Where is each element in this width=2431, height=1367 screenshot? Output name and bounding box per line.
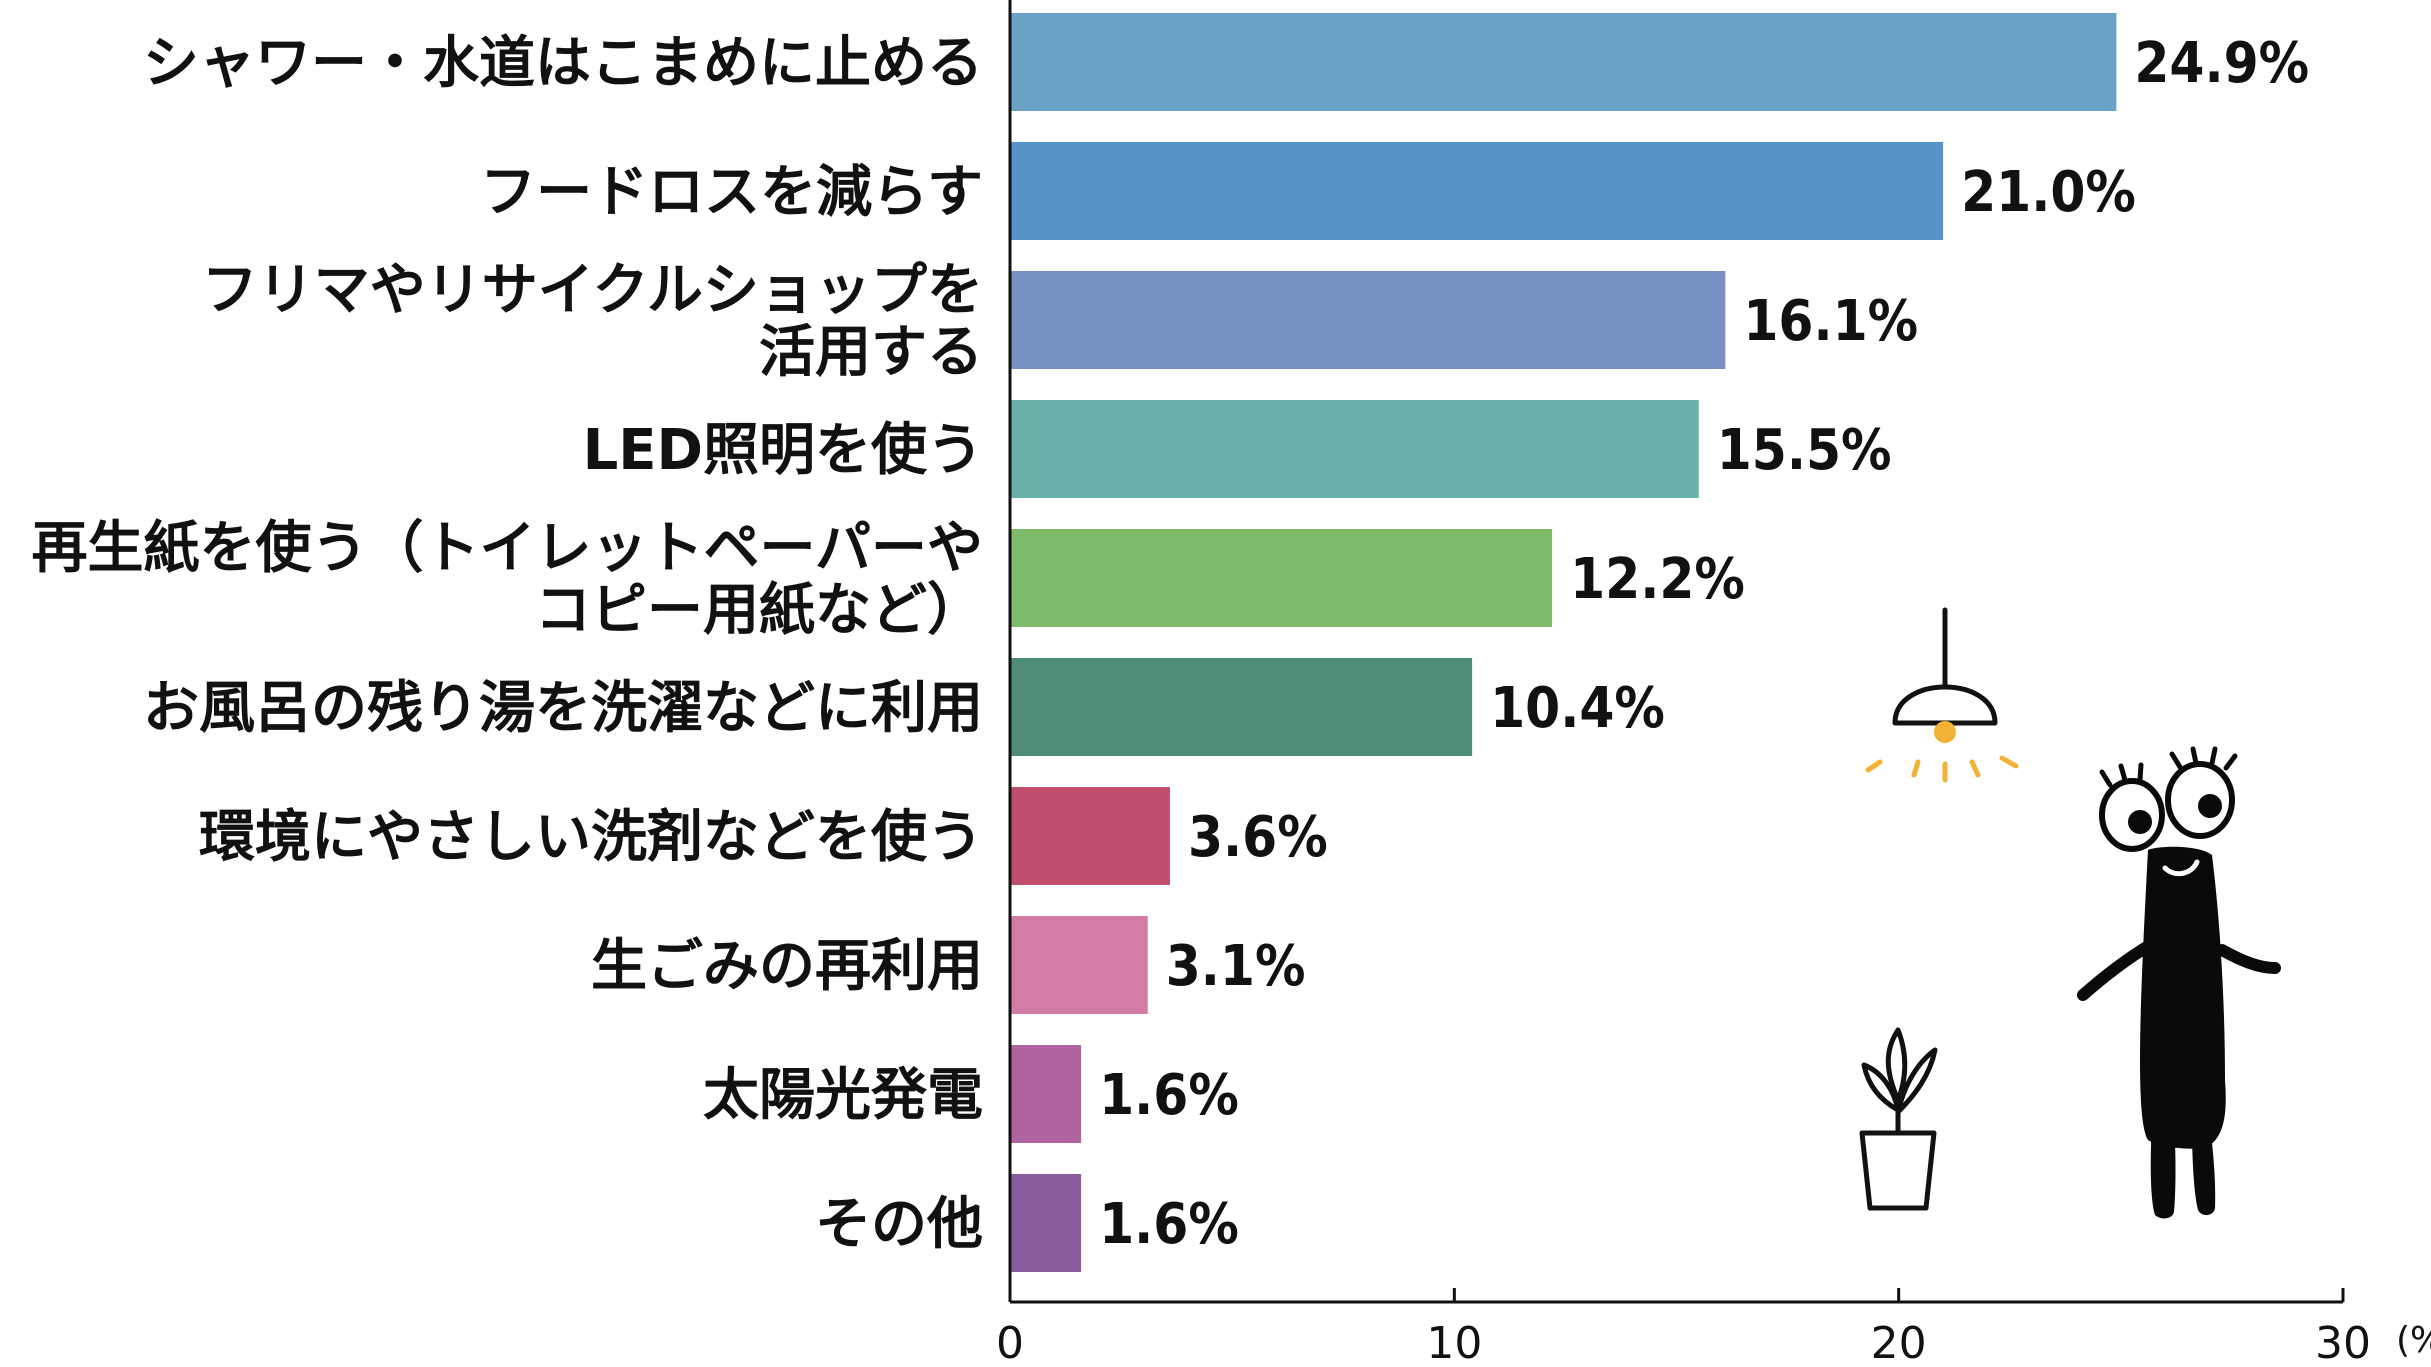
character-illustration-icon [2077, 746, 2281, 1219]
category-label: 生ごみの再利用 [591, 934, 983, 999]
category-label: コピー用紙など） [535, 578, 983, 643]
bar [1010, 400, 1699, 498]
x-tick-label: 30 [2315, 1318, 2371, 1367]
x-tick-label: 20 [1871, 1318, 1927, 1367]
value-label: 10.4% [1490, 676, 1665, 741]
category-label: 活用する [759, 320, 983, 385]
value-label: 3.1% [1166, 934, 1306, 999]
value-label: 3.6% [1188, 805, 1328, 870]
value-label: 12.2% [1570, 547, 1745, 612]
x-axis-unit-label: (%) [2396, 1320, 2431, 1361]
category-label: その他 [815, 1192, 983, 1257]
category-label: フードロスを減らす [480, 160, 983, 225]
category-label: 再生紙を使う（トイレットペーパーや [32, 516, 983, 581]
bar [1010, 1045, 1082, 1143]
bar [1010, 13, 2117, 111]
category-label: フリマやリサイクルショップを [202, 258, 983, 323]
value-label: 15.5% [1717, 418, 1892, 483]
category-label: 環境にやさしい洗剤などを使う [199, 805, 983, 870]
category-label: 太陽光発電 [703, 1063, 983, 1128]
x-tick-label: 0 [996, 1318, 1024, 1367]
value-labels-group: 24.9% 21.0% 16.1% 15.5% 12.2% 10.4% 3.6% 3.1% 1.… [1099, 31, 2309, 1257]
bar [1010, 529, 1553, 627]
bar [1010, 916, 1148, 1014]
value-label: 21.0% [1961, 160, 2136, 225]
value-label: 1.6% [1099, 1063, 1239, 1128]
category-label: シャワー・水道はこまめに止める [143, 31, 983, 96]
category-labels-group: シャワー・水道はこまめに止めるフードロスを減らすフリマやリサイクルショップを活用… [32, 31, 983, 1257]
value-label: 16.1% [1743, 289, 1918, 354]
bar [1010, 271, 1726, 369]
bar [1010, 142, 1944, 240]
value-label: 24.9% [2134, 31, 2309, 96]
bar [1010, 658, 1473, 756]
x-tick-label: 10 [1426, 1318, 1482, 1367]
category-label: LED照明を使う [583, 418, 983, 483]
bar [1010, 1174, 1082, 1272]
ceiling-lamp-icon [1865, 607, 2019, 783]
category-label: お風呂の残り湯を洗濯などに利用 [143, 676, 983, 741]
value-label: 1.6% [1099, 1192, 1239, 1257]
potted-plant-icon [1859, 1027, 1938, 1211]
x-axis: 0 10 20 30 [996, 0, 2371, 1367]
bar [1010, 787, 1170, 885]
bars-group [1010, 13, 2117, 1272]
